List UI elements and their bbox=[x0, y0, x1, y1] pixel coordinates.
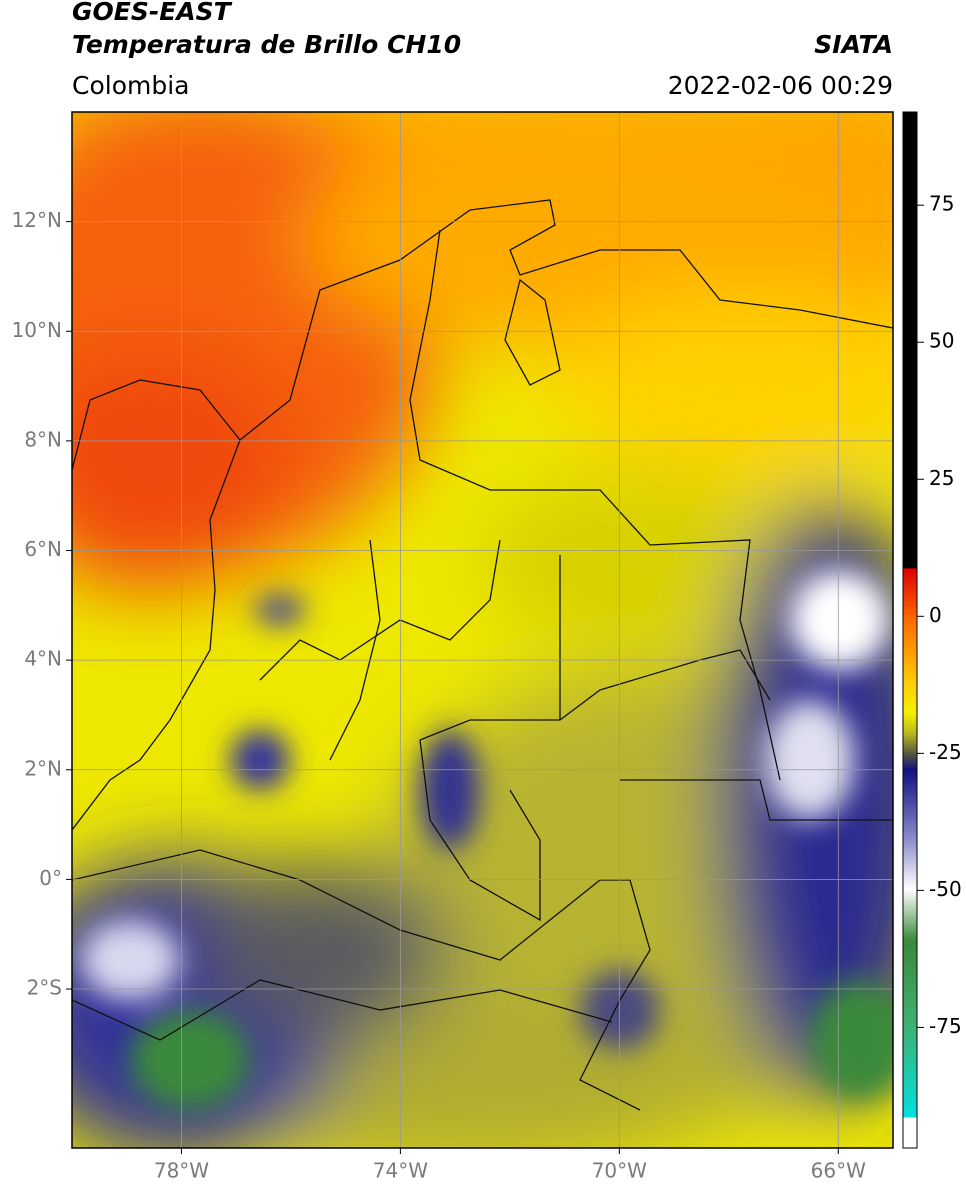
lat-tick-label: 4°N bbox=[24, 647, 62, 671]
lat-tick-label: 6°N bbox=[24, 537, 62, 561]
lat-tick-label: 0° bbox=[39, 866, 62, 890]
lon-tick-label: 74°W bbox=[373, 1159, 428, 1183]
satellite-image bbox=[72, 112, 893, 1148]
region: Colombia bbox=[72, 71, 189, 100]
colorbar-tick-label: 75 bbox=[929, 192, 954, 216]
lat-tick-label: 2°S bbox=[27, 976, 62, 1000]
lat-tick-label: 12°N bbox=[12, 208, 62, 232]
lon-tick-label: 78°W bbox=[154, 1159, 209, 1183]
map-frame bbox=[71, 111, 894, 1149]
colorbar-tick-label: -25 bbox=[929, 740, 962, 764]
timestamp: 2022-02-06 00:29 bbox=[668, 71, 893, 100]
graticule bbox=[72, 112, 893, 1148]
colorbar-tick-label: 0 bbox=[929, 603, 942, 627]
colorbar-tick-label: 25 bbox=[929, 466, 954, 490]
title: GOES-EAST bbox=[72, 0, 233, 26]
lat-tick-label: 8°N bbox=[24, 427, 62, 451]
lat-tick-label: 10°N bbox=[12, 318, 62, 342]
colorbar-tick-label: -50 bbox=[929, 877, 962, 901]
lat-tick-label: 2°N bbox=[24, 756, 62, 780]
colorbar-tick-label: 50 bbox=[929, 329, 954, 353]
colorbar bbox=[902, 111, 918, 1149]
lon-tick-label: 66°W bbox=[811, 1159, 866, 1183]
subtitle: Temperatura de Brillo CH10 bbox=[72, 30, 461, 59]
source: SIATA bbox=[814, 30, 893, 59]
lon-tick-label: 70°W bbox=[592, 1159, 647, 1183]
colorbar-tick-label: -75 bbox=[929, 1014, 962, 1038]
